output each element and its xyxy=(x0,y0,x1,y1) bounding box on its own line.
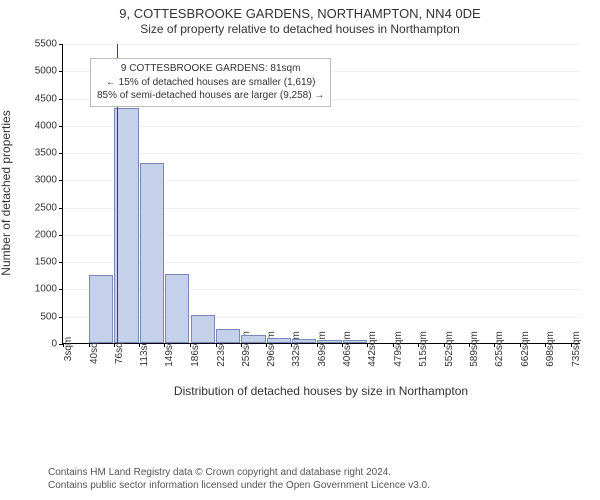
y-tick xyxy=(59,208,63,209)
y-tick xyxy=(59,44,63,45)
y-tick-label: 5000 xyxy=(35,66,57,77)
x-tick-label: 662sqm xyxy=(520,331,531,367)
x-tick-label: 369sqm xyxy=(317,331,328,367)
x-tick-label: 3sqm xyxy=(63,337,74,361)
histogram-bar xyxy=(241,335,265,343)
callout-line: 9 COTTESBROOKE GARDENS: 81sqm xyxy=(97,62,324,76)
gridline xyxy=(63,126,580,127)
y-tick-label: 4500 xyxy=(35,93,57,104)
histogram-bar xyxy=(165,274,189,343)
y-tick xyxy=(59,71,63,72)
y-tick-label: 2500 xyxy=(35,202,57,213)
histogram-bar xyxy=(267,338,291,343)
page-title: 9, COTTESBROOKE GARDENS, NORTHAMPTON, NN… xyxy=(0,6,600,21)
y-tick xyxy=(59,235,63,236)
attribution: Contains HM Land Registry data © Crown c… xyxy=(48,466,430,492)
histogram-bar xyxy=(216,329,240,343)
y-tick-label: 3500 xyxy=(35,148,57,159)
y-tick xyxy=(59,126,63,127)
histogram-bar xyxy=(191,315,215,343)
y-tick xyxy=(59,99,63,100)
x-tick-label: 332sqm xyxy=(291,331,302,367)
x-tick-label: 296sqm xyxy=(266,331,277,367)
x-tick-label: 698sqm xyxy=(545,331,556,367)
x-tick-label: 442sqm xyxy=(367,331,378,367)
histogram-bar xyxy=(89,275,113,343)
x-tick-label: 589sqm xyxy=(469,331,480,367)
histogram-bar xyxy=(140,163,164,343)
callout-box: 9 COTTESBROOKE GARDENS: 81sqm← 15% of de… xyxy=(90,58,331,107)
histogram-bar xyxy=(317,340,341,343)
y-tick xyxy=(59,289,63,290)
chart-container: 9, COTTESBROOKE GARDENS, NORTHAMPTON, NN… xyxy=(0,0,600,500)
callout-line: 85% of semi-detached houses are larger (… xyxy=(97,89,324,103)
attribution-line: Contains HM Land Registry data © Crown c… xyxy=(48,466,430,479)
gridline xyxy=(63,153,580,154)
y-axis-label: Number of detached properties xyxy=(0,93,13,293)
histogram-bar xyxy=(292,339,316,343)
y-tick xyxy=(59,262,63,263)
y-tick-label: 500 xyxy=(40,311,57,322)
y-tick-label: 1500 xyxy=(35,257,57,268)
y-tick xyxy=(59,180,63,181)
y-tick-label: 2000 xyxy=(35,229,57,240)
y-tick-label: 5500 xyxy=(35,39,57,50)
subtitle: Size of property relative to detached ho… xyxy=(0,22,600,36)
x-tick-label: 406sqm xyxy=(342,331,353,367)
callout-line: ← 15% of detached houses are smaller (1,… xyxy=(97,76,324,90)
x-axis-label: Distribution of detached houses by size … xyxy=(62,384,580,398)
attribution-line: Contains public sector information licen… xyxy=(48,479,430,492)
x-tick-label: 552sqm xyxy=(444,331,455,367)
y-tick-label: 3000 xyxy=(35,175,57,186)
y-tick xyxy=(59,317,63,318)
gridline xyxy=(63,44,580,45)
y-tick-label: 0 xyxy=(51,339,57,350)
x-tick-label: 735sqm xyxy=(571,331,582,367)
x-tick-label: 515sqm xyxy=(418,331,429,367)
y-tick xyxy=(59,153,63,154)
histogram-bar xyxy=(343,340,367,343)
y-tick-label: 4000 xyxy=(35,120,57,131)
x-tick-label: 479sqm xyxy=(393,331,404,367)
y-tick-label: 1000 xyxy=(35,284,57,295)
x-tick-label: 625sqm xyxy=(494,331,505,367)
